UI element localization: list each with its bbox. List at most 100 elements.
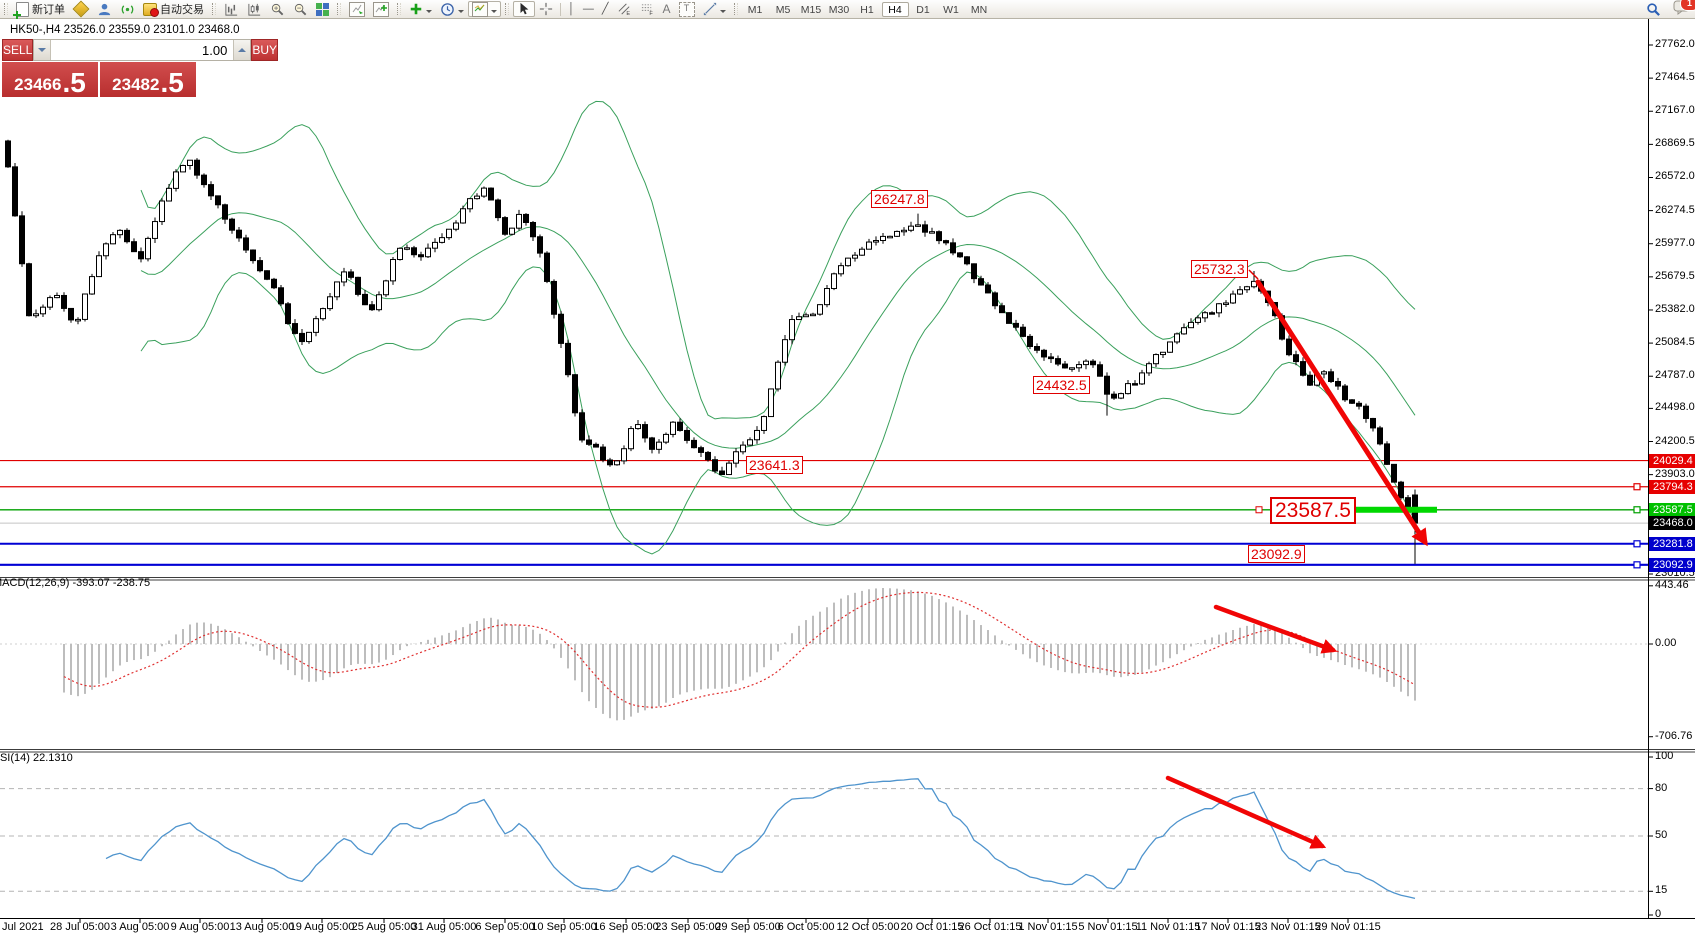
zoom-out-button[interactable] bbox=[289, 1, 312, 17]
toolbar-grip[interactable] bbox=[733, 3, 738, 15]
time-axis-label: 12 Oct 05:00 bbox=[836, 921, 900, 933]
fibonacci-button[interactable]: F bbox=[636, 1, 659, 17]
buy-price-main: 23482 bbox=[112, 75, 160, 94]
gold-diamond-icon bbox=[72, 0, 90, 18]
buy-price[interactable]: 23482 .5 bbox=[100, 62, 196, 97]
time-axis-label: 1 Nov 01:15 bbox=[1018, 921, 1078, 933]
timeframe-d1[interactable]: D1 bbox=[916, 3, 930, 16]
tile-windows-icon bbox=[316, 2, 329, 16]
price-axis-highlight: 23794.3 bbox=[1649, 479, 1695, 494]
template-icon bbox=[472, 1, 488, 17]
chart-bars-button[interactable] bbox=[220, 1, 243, 17]
macd-axis-tick: 443.46 bbox=[1655, 578, 1689, 591]
price-annotation[interactable]: 23641.3 bbox=[746, 456, 803, 474]
notification-badge: 1 bbox=[1680, 0, 1695, 11]
volume-input[interactable] bbox=[51, 40, 234, 60]
new-order-icon bbox=[13, 1, 29, 19]
autotrading-button[interactable]: 自动交易 bbox=[139, 1, 208, 17]
time-axis-label: 10 Sep 05:00 bbox=[531, 921, 597, 933]
sell-button[interactable]: SELL bbox=[2, 39, 34, 61]
chart-title: HK50-,H4 23526.0 23559.0 23101.0 23468.0 bbox=[10, 24, 240, 36]
toolbar-separator bbox=[560, 2, 561, 16]
price-annotation[interactable]: 26247.8 bbox=[871, 190, 928, 208]
volume-increase-button[interactable] bbox=[233, 40, 251, 60]
horizontal-line-button[interactable]: — bbox=[579, 1, 598, 17]
timeframe-h4[interactable]: H4 bbox=[881, 1, 909, 17]
equidistant-channel-button[interactable]: E bbox=[613, 1, 636, 17]
time-axis-label: Jul 2021 bbox=[2, 921, 44, 933]
autoscroll-icon bbox=[349, 1, 365, 17]
vertical-line-button[interactable]: │ bbox=[564, 1, 579, 17]
add-indicator-button[interactable] bbox=[405, 1, 436, 17]
volume-decrease-button[interactable] bbox=[34, 40, 52, 60]
price-annotation[interactable]: 24432.5 bbox=[1033, 376, 1090, 394]
timeframe-m30[interactable]: M30 bbox=[828, 3, 850, 16]
time-axis-label: 3 Aug 05:00 bbox=[110, 921, 170, 933]
timeframe-h1[interactable]: H1 bbox=[860, 3, 874, 16]
price-annotation[interactable]: 25732.3 bbox=[1191, 260, 1248, 278]
autoscroll-button[interactable] bbox=[345, 1, 369, 17]
price-axis-tick: 27167.0 bbox=[1655, 104, 1695, 117]
zoom-in-button[interactable] bbox=[266, 1, 289, 17]
notifications-button[interactable]: 1 bbox=[1673, 0, 1695, 18]
chart-candles-button[interactable] bbox=[243, 1, 266, 17]
signal-waves-icon bbox=[121, 4, 134, 14]
toolbar-grip[interactable] bbox=[505, 3, 509, 15]
fibonacci-icon: F bbox=[641, 4, 653, 16]
timeframe-m1[interactable]: M1 bbox=[747, 3, 763, 16]
sell-price-fraction: .5 bbox=[62, 67, 86, 98]
one-click-trading-panel: SELL BUY 23466 .5 23482 .5 bbox=[2, 39, 279, 97]
price-axis-tick: 24498.0 bbox=[1655, 401, 1695, 414]
tile-windows-button[interactable] bbox=[312, 1, 333, 17]
price-annotation[interactable]: 23092.9 bbox=[1248, 545, 1305, 563]
text-label-button[interactable]: T bbox=[675, 1, 699, 17]
svg-text:E: E bbox=[626, 11, 630, 16]
templates-button[interactable] bbox=[468, 1, 501, 17]
timeframe-m15[interactable]: M15 bbox=[800, 3, 822, 16]
vertical-line-icon: │ bbox=[568, 3, 575, 15]
rsi-axis-tick: 80 bbox=[1655, 781, 1668, 794]
text-label-icon: T bbox=[678, 1, 695, 17]
price-axis-tick: 27464.5 bbox=[1655, 71, 1695, 84]
dropdown-caret-icon bbox=[426, 9, 432, 16]
timeframe-mn[interactable]: MN bbox=[970, 3, 988, 16]
metaeditor-button[interactable] bbox=[69, 0, 93, 18]
periods-button[interactable] bbox=[436, 1, 468, 17]
buy-button[interactable]: BUY bbox=[251, 39, 279, 61]
cursor-button[interactable] bbox=[513, 1, 535, 17]
toolbar-grip[interactable] bbox=[212, 3, 216, 15]
time-axis-label: 16 Sep 05:00 bbox=[593, 921, 659, 933]
signals-button[interactable] bbox=[116, 1, 139, 17]
bar-chart-icon bbox=[225, 3, 238, 16]
arrows-button[interactable] bbox=[699, 1, 730, 17]
toolbar-grip[interactable] bbox=[337, 3, 341, 15]
timeframe-toolbar: M1 M5 M15 M30 H1 H4 D1 W1 MN bbox=[742, 1, 993, 17]
profile-button[interactable] bbox=[93, 1, 116, 17]
price-axis-tick: 26274.5 bbox=[1655, 203, 1695, 216]
price-axis-tick: 24787.0 bbox=[1655, 369, 1695, 382]
search-button[interactable] bbox=[1642, 1, 1665, 17]
timeframe-w1[interactable]: W1 bbox=[943, 3, 959, 16]
text-button[interactable]: A bbox=[659, 1, 675, 17]
trendline-button[interactable]: ╱ bbox=[598, 1, 613, 17]
order-row: SELL BUY bbox=[2, 39, 279, 61]
timeframe-m5[interactable]: M5 bbox=[775, 3, 791, 16]
new-order-button[interactable]: 新订单 bbox=[12, 1, 69, 19]
price-axis-highlight: 23587.5 bbox=[1649, 502, 1695, 517]
toolbar-grip[interactable] bbox=[397, 3, 401, 15]
price-annotation[interactable]: 23587.5 bbox=[1270, 497, 1356, 524]
price-axis-highlight: 24029.4 bbox=[1649, 453, 1695, 468]
crosshair-button[interactable] bbox=[535, 1, 557, 17]
price-axis-tick: 23903.0 bbox=[1655, 467, 1695, 480]
toolbar-grip[interactable] bbox=[4, 3, 8, 15]
sell-price[interactable]: 23466 .5 bbox=[2, 62, 98, 97]
cursor-arrow-icon bbox=[520, 2, 529, 15]
price-axis-tick: 25084.5 bbox=[1655, 336, 1695, 349]
clock-icon bbox=[441, 2, 454, 16]
chart-shift-button[interactable] bbox=[369, 1, 393, 17]
rsi-indicator-label: RSI(14) 22.1310 bbox=[0, 752, 73, 764]
time-axis-label: 25 Aug 05:00 bbox=[351, 921, 417, 933]
time-axis-label: 23 Nov 01:15 bbox=[1255, 921, 1321, 933]
